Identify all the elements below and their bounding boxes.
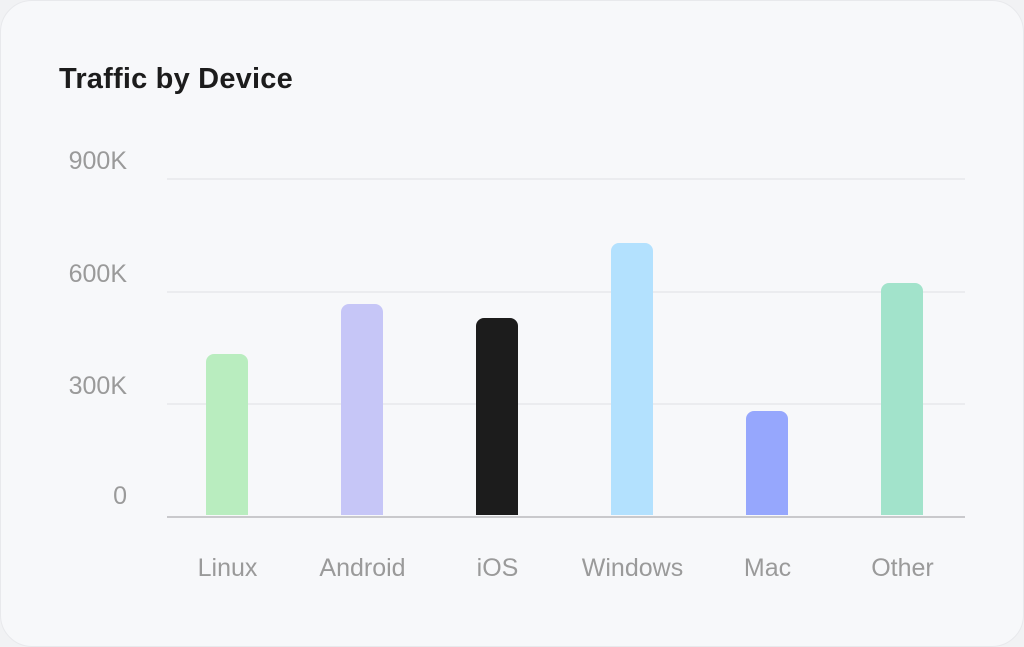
x-label-other: Other	[871, 554, 934, 582]
y-tick-300k: 300K	[68, 372, 127, 400]
bar-mac	[746, 411, 788, 515]
gridline-600k	[167, 291, 965, 293]
x-label-linux: Linux	[197, 554, 258, 582]
x-label-ios: iOS	[476, 554, 519, 582]
gridline-300k	[167, 403, 965, 405]
bar-windows	[611, 243, 653, 515]
bar-linux	[206, 354, 248, 515]
chart-title: Traffic by Device	[59, 63, 293, 95]
x-axis-line	[167, 516, 965, 518]
y-tick-600k: 600K	[68, 260, 127, 288]
y-tick-0: 0	[113, 482, 127, 510]
y-tick-900k: 900K	[68, 147, 127, 175]
bar-android	[341, 304, 383, 515]
bar-other	[881, 283, 923, 515]
x-label-windows: Windows	[581, 554, 684, 582]
x-label-android: Android	[319, 554, 406, 582]
gridline-900k	[167, 178, 965, 180]
bar-ios	[476, 318, 518, 515]
x-label-mac: Mac	[743, 554, 792, 582]
